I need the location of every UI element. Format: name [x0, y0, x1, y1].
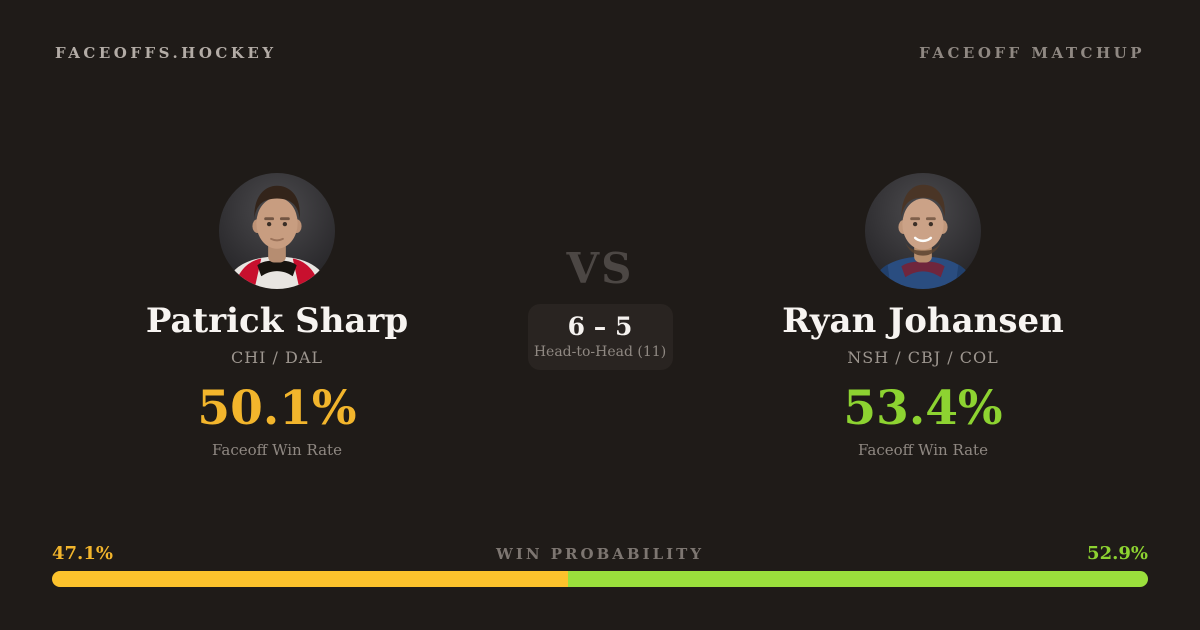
player-card-left: Patrick Sharp CHI / DAL 50.1% Faceoff Wi… — [0, 0, 554, 459]
player-teams-left: CHI / DAL — [230, 348, 324, 368]
win-rate-label-left: Faceoff Win Rate — [212, 441, 342, 460]
win-probability-labels: 47.1% WIN PROBABILITY 52.9% — [52, 543, 1148, 564]
head-to-head-box: 6 – 5 Head-to-Head (11) — [527, 304, 673, 370]
win-rate-label-right: Faceoff Win Rate — [858, 441, 988, 460]
head-to-head-label: Head-to-Head (11) — [533, 343, 667, 360]
page-label: FACEOFF MATCHUP — [919, 44, 1145, 62]
player-teams-right: NSH / CBJ / COL — [847, 348, 999, 368]
win-probability-right-value: 52.9% — [1087, 543, 1148, 564]
player-photo-left — [218, 172, 336, 290]
head-to-head-score: 6 – 5 — [567, 312, 633, 341]
win-probability-bar — [52, 571, 1148, 587]
win-bar-left-segment — [52, 571, 569, 587]
win-bar-right-segment — [568, 571, 1148, 587]
player-name-left: Patrick Sharp — [145, 301, 409, 341]
win-probability-left-value: 47.1% — [52, 543, 113, 564]
brand-logo: FACEOFFS.HOCKEY — [55, 44, 277, 62]
win-rate-right: 53.4% — [843, 381, 1003, 437]
vs-text: VS — [566, 244, 634, 293]
win-probability-title: WIN PROBABILITY — [495, 545, 705, 563]
player-name-right: Ryan Johansen — [782, 301, 1064, 341]
player-card-right: Ryan Johansen NSH / CBJ / COL 53.4% Face… — [646, 0, 1200, 459]
player-photo-right — [864, 172, 982, 290]
versus-section: VS 6 – 5 Head-to-Head (11) — [500, 0, 700, 370]
header: FACEOFFS.HOCKEY FACEOFF MATCHUP — [55, 44, 1145, 62]
win-rate-left: 50.1% — [197, 381, 357, 437]
